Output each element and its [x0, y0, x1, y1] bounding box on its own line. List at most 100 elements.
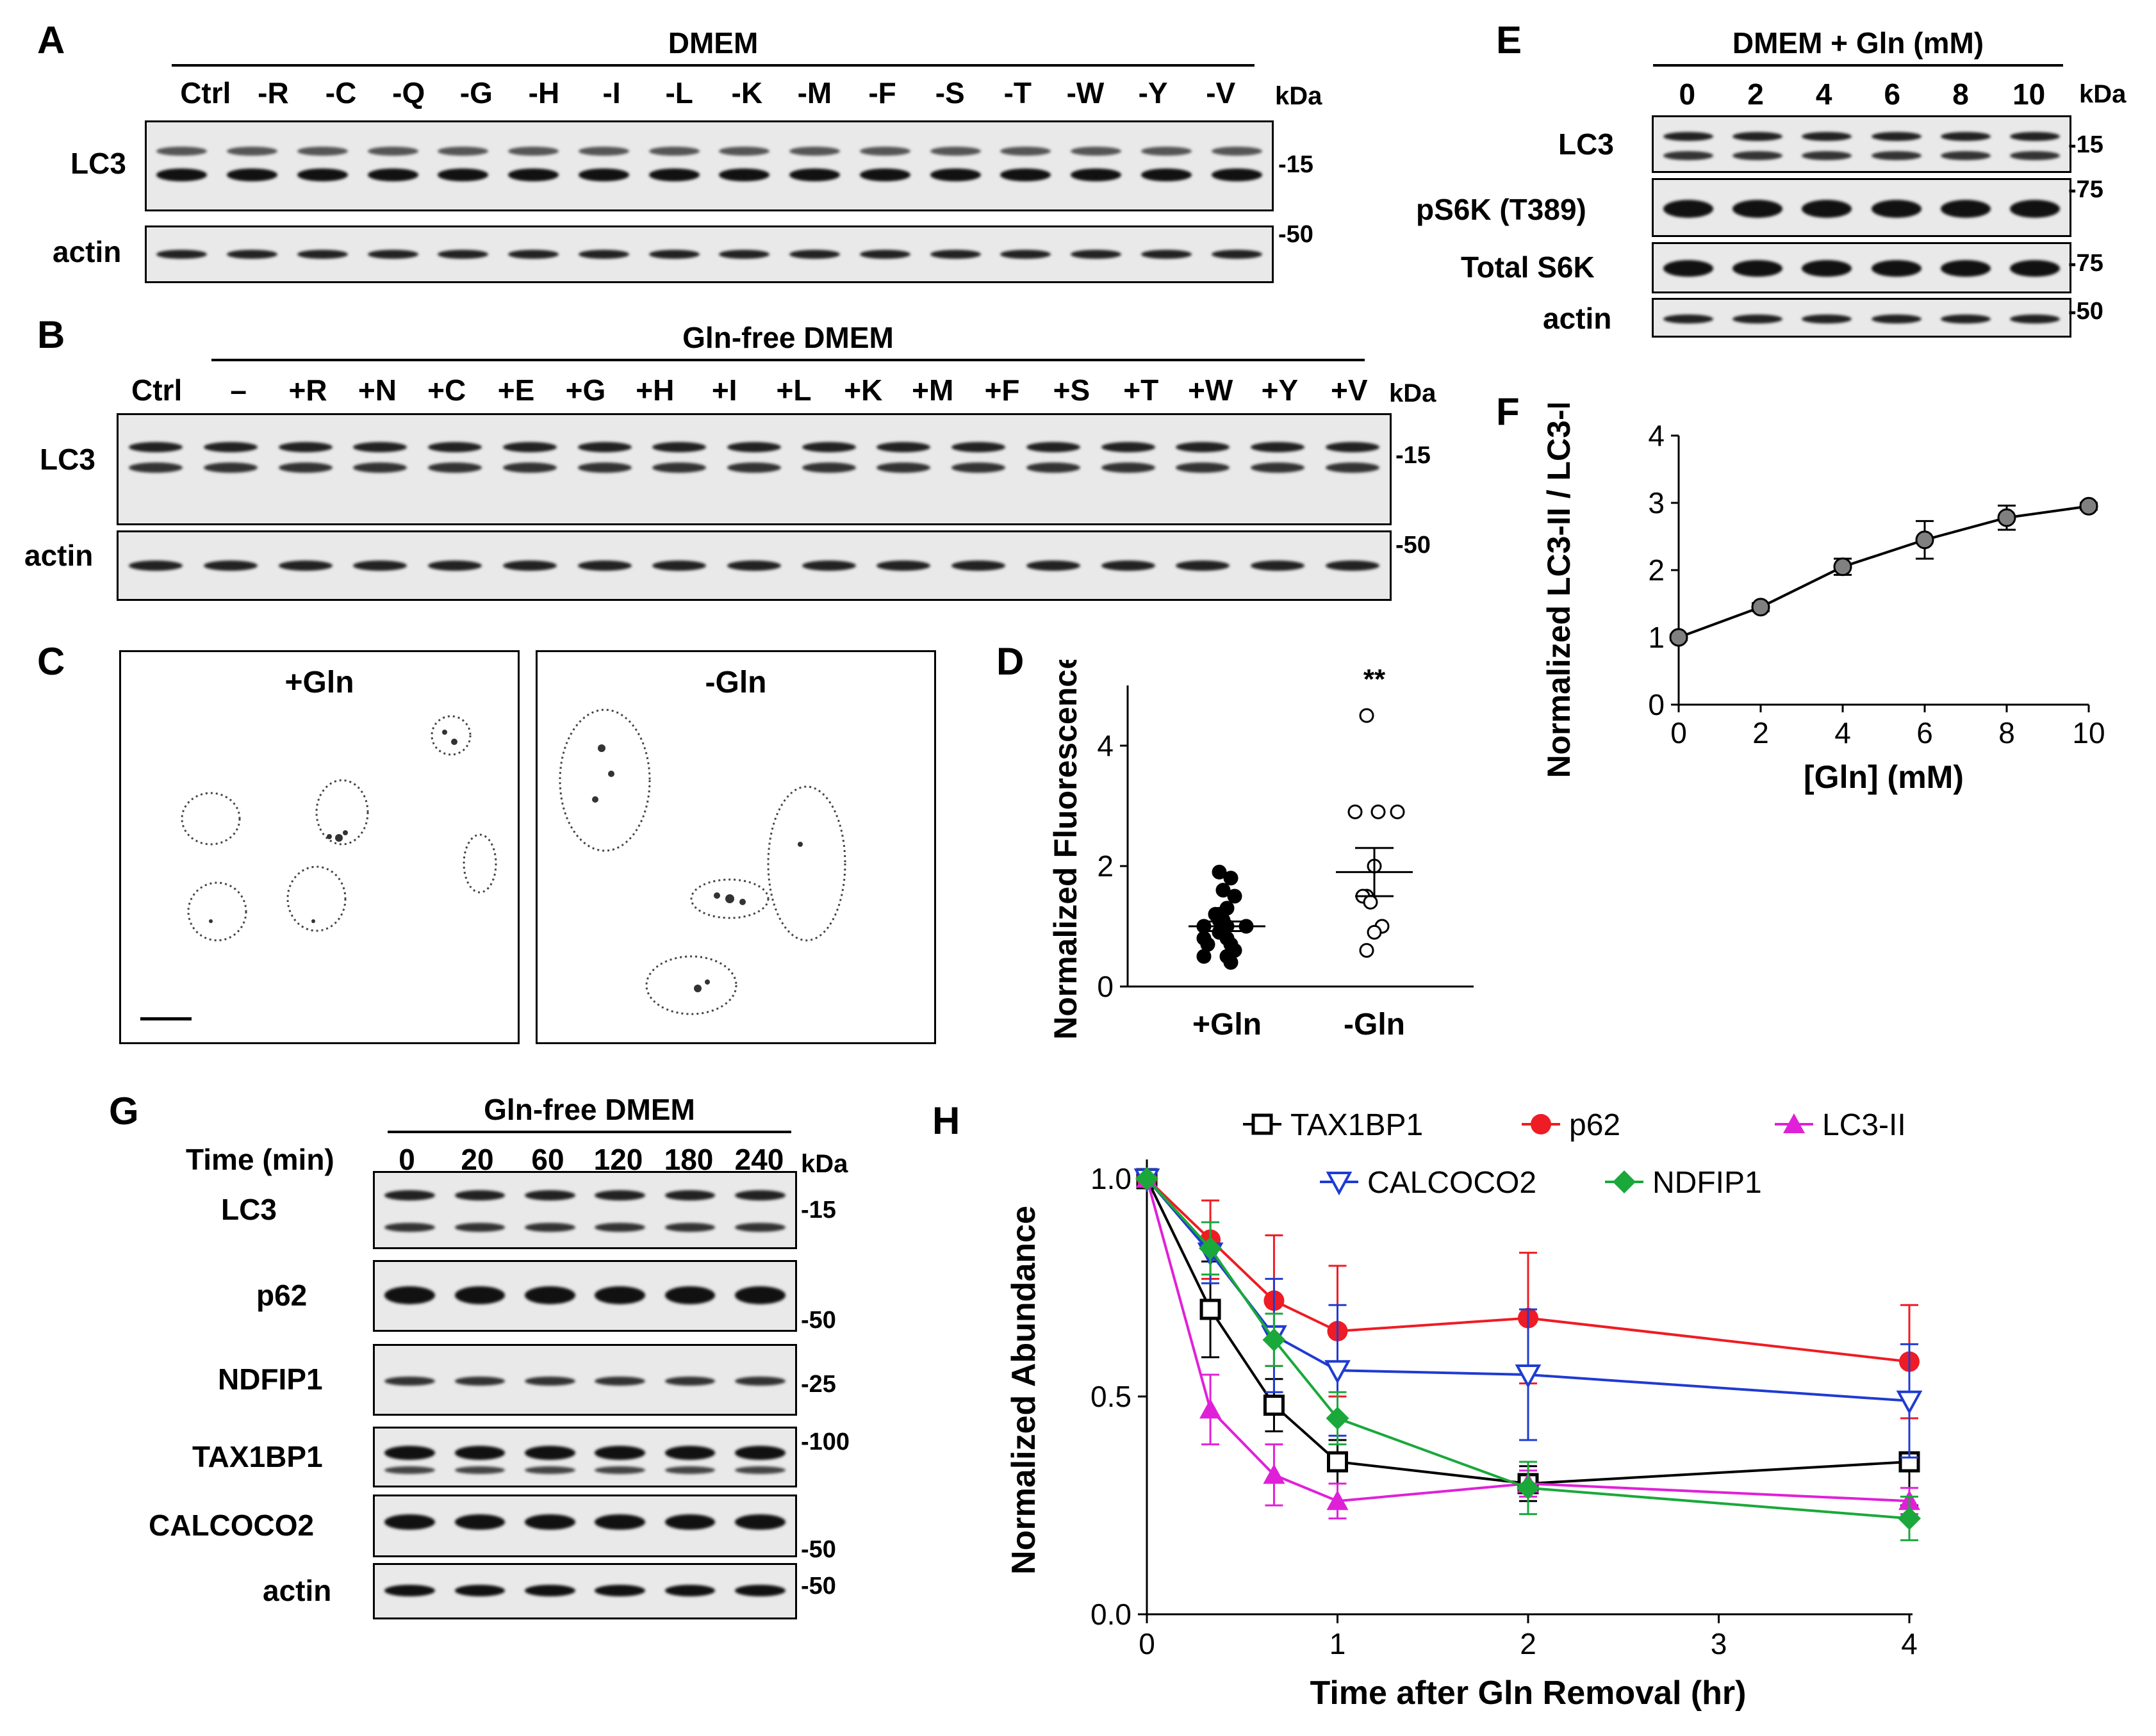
micrograph-plus-gln-label: +Gln: [284, 666, 354, 700]
panel-a-lane-11: -S: [935, 76, 965, 110]
panel-g-blot-1: [373, 1260, 797, 1332]
blotB2-band: [652, 561, 707, 571]
panel-e-lane-5: 10: [2012, 78, 2046, 111]
blotB1-band: [1101, 463, 1155, 473]
blotE3-band: [1871, 260, 1921, 277]
blotG5-band: [454, 1585, 506, 1596]
panel-e-lane-3: 6: [1884, 78, 1901, 111]
blotA2-band: [648, 250, 700, 259]
blotA2-band: [930, 250, 981, 259]
blotA1-band: [1140, 147, 1192, 156]
blotA1-band: [367, 168, 418, 181]
panel-b-lane-4: +E: [497, 373, 535, 407]
panel-b-lane-14: +W: [1187, 373, 1233, 407]
micrograph-minus-gln: -Gln: [536, 650, 936, 1044]
panel-b-lc3-blot: [117, 413, 1392, 525]
panel-d-xtick-label: -Gln: [1344, 1008, 1405, 1042]
panel-g-lane-5: 240: [734, 1143, 784, 1176]
panel-h-ylabel: Normalized Abundance: [1005, 1206, 1042, 1575]
panel-a-header-line: [172, 64, 1255, 67]
panel-e-actin-blot: [1652, 298, 2071, 338]
blotA2-band: [1211, 250, 1262, 259]
panel-f-ylabel: Normalized LC3-II / LC3-I: [1541, 404, 1577, 778]
panel-h-point: [1135, 1167, 1158, 1190]
panel-g-blot-3: [373, 1427, 797, 1487]
panel-h-legend-marker: [1531, 1114, 1551, 1134]
blotG3-band: [734, 1466, 786, 1474]
blotE1-band: [1663, 151, 1714, 160]
panel-a-lane-0: Ctrl: [180, 76, 231, 110]
panel-b-lane-11: +F: [984, 373, 1020, 407]
panel-g-mw-2: -25: [801, 1371, 836, 1398]
blotA1-band: [1000, 168, 1051, 181]
panel-b-lane-15: +Y: [1261, 373, 1299, 407]
blotG2-band: [384, 1377, 436, 1386]
panel-b-lane-8: +L: [776, 373, 812, 407]
blotG0-band: [524, 1190, 575, 1200]
panel-f-ytick-label: 0: [1648, 688, 1665, 721]
panel-b-lane-16: +V: [1331, 373, 1368, 407]
panel-a-row-lc3: LC3: [70, 147, 126, 180]
blotG0-band: [384, 1190, 436, 1200]
blotE2-band: [1871, 200, 1921, 218]
blotB2-band: [951, 561, 1006, 571]
blotG2-band: [734, 1377, 786, 1386]
panel-f-xtick-label: 2: [1752, 716, 1769, 749]
panel-e-header: DMEM + Gln (mM): [1732, 26, 1984, 60]
blotB1-band: [129, 463, 183, 473]
panel-g-row-0: LC3: [221, 1193, 277, 1226]
blotE1-band: [1802, 151, 1852, 160]
panel-h-xtick-label: 1: [1329, 1627, 1346, 1660]
panel-d-point: [1223, 954, 1238, 970]
blotG1-band: [524, 1286, 575, 1304]
panel-a-lane-5: -H: [528, 76, 560, 110]
panel-b-row-actin: actin: [24, 539, 94, 572]
blotB1-band: [353, 442, 407, 452]
panel-e-lane-2: 4: [1815, 78, 1832, 111]
panel-g-mw-5: -50: [801, 1573, 836, 1600]
panel-f-xtick-label: 4: [1834, 716, 1851, 749]
blotG4-band: [734, 1514, 786, 1530]
panel-h-point: [1263, 1464, 1285, 1484]
blotG4-band: [454, 1514, 506, 1530]
panel-e-lc3-blot: [1652, 115, 2071, 173]
blotG3-band: [524, 1446, 575, 1460]
micrograph-plus-gln: +Gln: [119, 650, 520, 1044]
panel-a-kda: kDa: [1275, 82, 1322, 110]
panel-a-lane-14: -Y: [1138, 76, 1168, 110]
blotA2-band: [1140, 250, 1192, 259]
blotG1-band: [734, 1286, 786, 1304]
blotG0-band: [384, 1223, 436, 1232]
blotE3-band: [1940, 260, 1991, 277]
panel-a-row-actin: actin: [53, 235, 122, 268]
blotG5-band: [664, 1585, 716, 1596]
panel-e-lane-1: 2: [1747, 78, 1764, 111]
panel-d-xtick-label: +Gln: [1192, 1008, 1262, 1042]
blotA1-band: [156, 147, 208, 156]
panel-h-legend-label: NDFIP1: [1652, 1166, 1762, 1200]
blotE3-band: [1663, 260, 1714, 277]
panel-a-lane-2: -C: [325, 76, 357, 110]
panel-h-legend-marker: [1783, 1113, 1805, 1133]
panel-a-lane-1: -R: [258, 76, 289, 110]
blotA1-band: [578, 168, 629, 181]
panel-label-d: D: [996, 640, 1025, 683]
blotB1-band: [727, 442, 781, 452]
panel-h-point: [1326, 1407, 1349, 1430]
panel-a-lane-3: -Q: [392, 76, 425, 110]
panel-a-lane-9: -M: [797, 76, 832, 110]
blotA1-band: [859, 147, 910, 156]
blotE1-band: [1940, 151, 1991, 160]
blotB2-band: [1250, 561, 1304, 571]
blotE2-band: [2009, 200, 2060, 218]
panel-d-point: [1196, 949, 1212, 964]
blotG5-band: [595, 1585, 646, 1596]
panel-d-point: [1200, 937, 1215, 952]
blotG4-band: [595, 1514, 646, 1530]
panel-b-lane-7: +I: [711, 373, 737, 407]
blotA1-band: [1211, 147, 1262, 156]
panel-g-time-label: Time (min): [186, 1143, 334, 1176]
panel-h-legend-label: CALCOCO2: [1367, 1166, 1536, 1200]
panel-e-lane-0: 0: [1679, 78, 1696, 111]
blotA1-band: [930, 168, 981, 181]
